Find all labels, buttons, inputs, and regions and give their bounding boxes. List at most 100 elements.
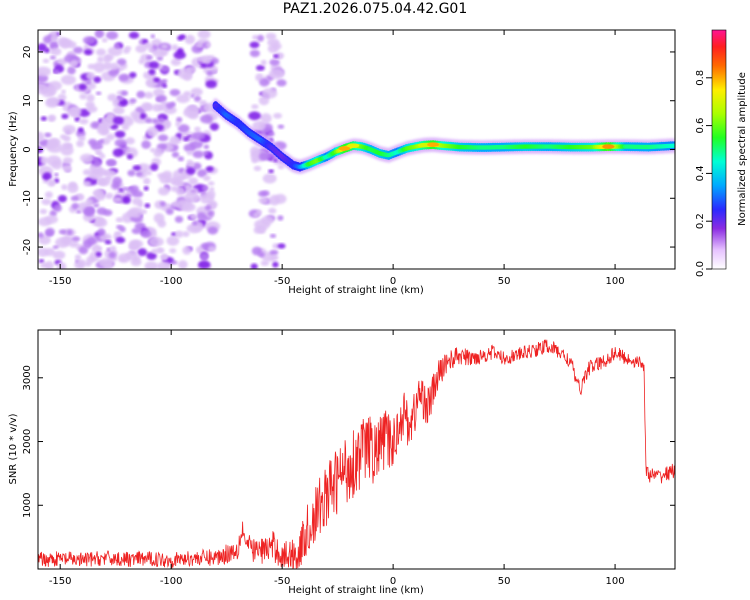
- y-tick-label: 20: [22, 46, 33, 59]
- y-tick-label: 10: [22, 94, 33, 107]
- noise-speckle: [40, 116, 47, 121]
- noise-speckle: [109, 245, 117, 252]
- noise-speckle: [93, 203, 100, 208]
- noise-speckle: [101, 37, 108, 43]
- noise-speckle: [94, 149, 101, 155]
- noise-speckle: [144, 91, 154, 99]
- noise-speckle: [82, 239, 93, 249]
- noise-speckle: [115, 217, 124, 223]
- noise-speckle: [54, 172, 59, 177]
- noise-speckle: [52, 245, 59, 249]
- noise-speckle: [272, 261, 279, 268]
- noise-speckle: [187, 162, 195, 168]
- noise-speckle: [42, 172, 52, 181]
- noise-speckle: [156, 261, 172, 269]
- noise-speckle: [44, 132, 52, 138]
- noise-speckle: [47, 179, 56, 187]
- noise-speckle: [39, 208, 48, 215]
- noise-speckle: [186, 167, 196, 175]
- noise-speckle: [71, 202, 79, 210]
- noise-speckle: [193, 95, 202, 102]
- x-tick-label: -150: [49, 276, 72, 287]
- noise-speckle: [83, 44, 90, 50]
- noise-speckle: [157, 134, 169, 142]
- noise-speckle: [153, 77, 161, 83]
- noise-speckle: [202, 185, 209, 192]
- noise-speckle: [57, 93, 67, 102]
- noise-speckle: [277, 243, 286, 249]
- noise-speckle: [100, 128, 110, 136]
- noise-speckle: [84, 207, 95, 214]
- noise-speckle: [273, 54, 279, 58]
- noise-speckle: [256, 209, 262, 215]
- noise-speckle: [197, 169, 207, 178]
- noise-speckle: [143, 177, 151, 185]
- noise-speckle: [249, 49, 260, 58]
- y-tick-label: -20: [22, 239, 33, 255]
- noise-speckle: [161, 44, 168, 49]
- noise-speckle: [205, 166, 214, 172]
- noise-speckle: [57, 195, 67, 203]
- noise-speckle: [46, 139, 58, 150]
- x-tick-label: -50: [274, 276, 290, 287]
- noise-speckle: [114, 231, 122, 236]
- noise-speckle: [109, 62, 119, 71]
- noise-speckle: [132, 165, 141, 171]
- colorbar-gradient: [711, 29, 727, 270]
- noise-speckle: [258, 190, 267, 197]
- noise-speckle: [196, 212, 206, 221]
- noise-speckle: [106, 159, 117, 167]
- noise-speckle: [183, 91, 192, 97]
- noise-speckle: [52, 250, 66, 260]
- noise-speckle: [270, 254, 279, 261]
- noise-speckle: [192, 220, 198, 226]
- noise-speckle: [179, 175, 186, 180]
- noise-speckle: [277, 124, 285, 129]
- noise-speckle: [260, 59, 267, 66]
- snr-x-axis: -150 -100 -50 0 50 100: [49, 330, 625, 587]
- y-tick-label: 2000: [22, 429, 33, 454]
- noise-speckle: [150, 163, 159, 171]
- noise-speckle: [253, 226, 262, 234]
- noise-speckle: [112, 176, 123, 186]
- noise-speckle: [100, 117, 115, 127]
- noise-speckle: [118, 73, 130, 82]
- noise-speckle: [157, 219, 167, 228]
- noise-speckle: [140, 229, 152, 238]
- noise-speckle: [248, 111, 261, 121]
- noise-speckle: [171, 44, 179, 51]
- noise-speckle: [152, 49, 166, 58]
- noise-speckle: [38, 83, 48, 94]
- x-tick-label: -50: [274, 576, 290, 587]
- noise-speckle: [61, 113, 69, 120]
- noise-speckle: [135, 171, 143, 177]
- noise-speckle: [112, 196, 122, 203]
- noise-speckle: [148, 68, 156, 75]
- noise-speckle: [121, 90, 129, 96]
- noise-speckle: [273, 112, 283, 119]
- noise-speckle: [146, 252, 157, 260]
- noise-speckle: [116, 224, 123, 230]
- noise-speckle: [276, 79, 287, 87]
- noise-speckle: [261, 88, 278, 99]
- noise-speckle: [139, 112, 147, 120]
- noise-speckle: [48, 116, 55, 122]
- noise-speckle: [122, 186, 129, 191]
- y-tick-label: -10: [22, 190, 33, 206]
- noise-speckle: [183, 136, 189, 142]
- colorbar-tick-label: 0.0: [695, 261, 706, 277]
- noise-speckle: [114, 130, 126, 138]
- noise-speckle: [135, 163, 151, 173]
- noise-speckle: [131, 190, 144, 198]
- noise-speckle: [143, 42, 153, 50]
- noise-speckle: [97, 178, 106, 184]
- noise-speckle: [38, 131, 45, 142]
- noise-speckle: [93, 160, 102, 167]
- noise-speckle: [86, 94, 95, 103]
- colorbar-tick-label: 0.6: [695, 118, 706, 134]
- x-tick-label: -150: [49, 576, 72, 587]
- noise-speckle: [156, 247, 163, 253]
- noise-speckle: [192, 150, 204, 159]
- noise-speckle: [48, 80, 62, 91]
- noise-speckle: [209, 122, 219, 131]
